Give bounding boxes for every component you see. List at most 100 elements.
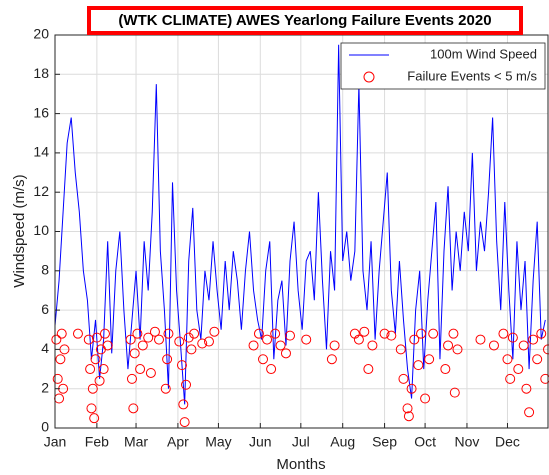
failure-marker bbox=[129, 348, 140, 359]
failure-marker bbox=[52, 373, 63, 384]
failure-marker bbox=[154, 334, 165, 345]
y-tick-label: 18 bbox=[33, 65, 49, 81]
failure-marker bbox=[285, 330, 296, 341]
x-tick-label: Oct bbox=[414, 434, 436, 450]
failure-marker bbox=[248, 340, 259, 351]
y-tick-label: 20 bbox=[33, 26, 49, 42]
failure-marker bbox=[183, 332, 194, 343]
failure-marker bbox=[83, 334, 94, 345]
failure-marker bbox=[524, 407, 535, 418]
failure-marker bbox=[89, 413, 100, 424]
failure-marker bbox=[395, 344, 406, 355]
failure-marker bbox=[428, 328, 439, 339]
failure-marker bbox=[56, 328, 67, 339]
failure-marker bbox=[179, 417, 190, 428]
failure-marker bbox=[94, 375, 105, 386]
failure-marker bbox=[403, 411, 414, 422]
failure-marker bbox=[440, 364, 451, 375]
failure-marker bbox=[90, 354, 101, 365]
failure-marker bbox=[125, 334, 136, 345]
failure-marker bbox=[87, 383, 98, 394]
failure-marker bbox=[329, 340, 340, 351]
failure-marker bbox=[178, 399, 189, 410]
y-tick-label: 6 bbox=[41, 301, 49, 317]
failure-marker bbox=[420, 393, 431, 404]
failure-marker bbox=[186, 344, 197, 355]
failure-marker bbox=[55, 354, 66, 365]
failure-marker bbox=[149, 326, 160, 337]
failure-marker bbox=[353, 334, 364, 345]
failure-marker bbox=[163, 328, 174, 339]
legend-swatch bbox=[363, 71, 375, 83]
failure-marker bbox=[502, 354, 513, 365]
y-tick-label: 16 bbox=[33, 104, 49, 120]
failure-marker bbox=[189, 328, 200, 339]
failure-marker bbox=[162, 354, 173, 365]
failure-marker bbox=[91, 332, 102, 343]
failure-marker bbox=[326, 354, 337, 365]
failure-marker bbox=[475, 334, 486, 345]
x-axis-label: Months bbox=[276, 456, 325, 473]
failure-marker bbox=[367, 340, 378, 351]
x-tick-label: Aug bbox=[330, 434, 355, 450]
failure-marker bbox=[528, 334, 539, 345]
failure-marker bbox=[266, 364, 277, 375]
failure-marker bbox=[280, 348, 291, 359]
plot-data bbox=[51, 44, 549, 428]
failure-marker bbox=[270, 328, 281, 339]
legend-label: Failure Events < 5 m/s bbox=[407, 68, 537, 83]
failure-marker bbox=[126, 373, 137, 384]
failure-marker bbox=[398, 373, 409, 384]
failure-marker bbox=[137, 340, 148, 351]
failure-marker bbox=[521, 383, 532, 394]
y-tick-label: 4 bbox=[41, 340, 49, 356]
failure-marker bbox=[532, 354, 543, 365]
x-tick-label: Sep bbox=[372, 434, 397, 450]
failure-marker bbox=[275, 340, 286, 351]
failure-marker bbox=[99, 328, 110, 339]
failure-marker bbox=[51, 334, 62, 345]
failure-marker bbox=[143, 332, 154, 343]
failure-marker bbox=[54, 393, 65, 404]
failure-marker bbox=[209, 326, 220, 337]
x-tick-label: Jun bbox=[249, 434, 272, 450]
x-tick-label: Mar bbox=[124, 434, 148, 450]
failure-marker bbox=[406, 383, 417, 394]
failure-marker bbox=[102, 340, 113, 351]
y-tick-label: 8 bbox=[41, 262, 49, 278]
failure-marker bbox=[379, 328, 390, 339]
y-tick-label: 14 bbox=[33, 144, 49, 160]
failure-marker bbox=[301, 334, 312, 345]
failure-marker bbox=[498, 328, 509, 339]
failure-marker bbox=[262, 334, 273, 345]
x-tick-label: Nov bbox=[455, 434, 480, 450]
x-tick-label: Feb bbox=[85, 434, 109, 450]
failure-marker bbox=[85, 364, 96, 375]
y-tick-label: 2 bbox=[41, 379, 49, 395]
grid bbox=[54, 34, 548, 429]
failure-marker bbox=[145, 367, 156, 378]
legend-label: 100m Wind Speed bbox=[430, 46, 537, 61]
failure-marker bbox=[448, 328, 459, 339]
failure-marker bbox=[540, 373, 549, 384]
failure-marker bbox=[86, 403, 97, 414]
failure-marker bbox=[197, 338, 208, 349]
failure-marker bbox=[507, 332, 518, 343]
failure-marker bbox=[258, 354, 269, 365]
y-tick-label: 10 bbox=[33, 222, 49, 238]
legend-box bbox=[340, 42, 546, 90]
failure-marker bbox=[488, 340, 499, 351]
failure-marker bbox=[174, 336, 185, 347]
x-tick-label: Jul bbox=[292, 434, 310, 450]
failure-marker bbox=[363, 364, 374, 375]
failure-marker bbox=[443, 340, 454, 351]
wind-speed-line bbox=[54, 44, 546, 405]
x-tick-label: Apr bbox=[167, 434, 189, 450]
failure-marker bbox=[452, 344, 463, 355]
failure-marker bbox=[181, 379, 192, 390]
failure-marker bbox=[518, 340, 529, 351]
x-tick-label: Jan bbox=[44, 434, 67, 450]
failure-marker bbox=[424, 354, 435, 365]
failure-marker bbox=[135, 364, 146, 375]
